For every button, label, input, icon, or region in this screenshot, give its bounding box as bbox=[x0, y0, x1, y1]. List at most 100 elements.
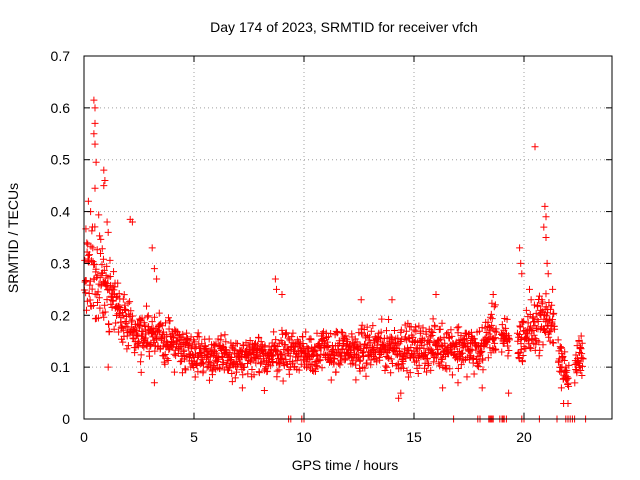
data-point bbox=[103, 296, 111, 304]
data-point bbox=[550, 309, 558, 317]
data-point bbox=[115, 310, 123, 318]
data-point bbox=[337, 328, 345, 336]
data-point bbox=[454, 364, 462, 372]
data-point bbox=[424, 361, 432, 369]
data-point bbox=[91, 119, 99, 127]
data-point bbox=[478, 348, 486, 356]
data-point bbox=[226, 349, 234, 357]
data-point bbox=[151, 313, 159, 321]
data-point bbox=[151, 347, 159, 355]
data-point bbox=[176, 358, 184, 366]
data-point bbox=[534, 317, 542, 325]
data-point bbox=[255, 369, 263, 377]
data-point bbox=[91, 223, 99, 231]
data-point bbox=[282, 355, 290, 363]
data-point bbox=[541, 329, 549, 337]
data-point bbox=[402, 327, 410, 335]
data-point bbox=[378, 315, 386, 323]
data-point bbox=[172, 327, 180, 335]
data-point bbox=[427, 366, 435, 374]
data-point bbox=[191, 338, 199, 346]
data-point bbox=[505, 336, 513, 344]
data-point bbox=[84, 197, 92, 205]
y-tick-label: 0.6 bbox=[51, 100, 71, 116]
data-point bbox=[439, 384, 447, 392]
data-point bbox=[275, 366, 283, 374]
data-point bbox=[498, 348, 506, 356]
x-tick-labels: 0 5 10 15 20 bbox=[80, 429, 532, 445]
data-point bbox=[432, 354, 440, 362]
data-point bbox=[420, 336, 428, 344]
data-point bbox=[546, 305, 554, 313]
data-point bbox=[309, 351, 317, 359]
y-tick-label: 0.3 bbox=[51, 255, 71, 271]
data-point bbox=[517, 340, 525, 348]
data-point bbox=[535, 352, 543, 360]
data-point bbox=[165, 325, 173, 333]
data-point bbox=[356, 367, 364, 375]
data-point bbox=[529, 327, 537, 335]
data-point bbox=[442, 362, 450, 370]
x-axis-title: GPS time / hours bbox=[292, 457, 399, 473]
data-point bbox=[484, 318, 492, 326]
data-point bbox=[97, 235, 105, 243]
data-point bbox=[183, 329, 191, 337]
data-point bbox=[414, 369, 422, 377]
data-point bbox=[103, 218, 111, 226]
data-point bbox=[91, 104, 99, 112]
data-point bbox=[557, 344, 565, 352]
data-point bbox=[200, 360, 208, 368]
data-points bbox=[80, 96, 590, 423]
data-point bbox=[558, 350, 566, 358]
data-point bbox=[293, 357, 301, 365]
data-point bbox=[422, 351, 430, 359]
data-point bbox=[516, 323, 524, 331]
data-point bbox=[381, 367, 389, 375]
data-point bbox=[557, 384, 565, 392]
axis-ticks bbox=[83, 55, 612, 420]
data-point bbox=[543, 259, 551, 267]
data-point bbox=[516, 322, 524, 330]
data-point bbox=[565, 361, 573, 369]
data-point bbox=[147, 340, 155, 348]
data-point bbox=[475, 358, 483, 366]
data-point bbox=[206, 358, 214, 366]
data-point bbox=[164, 314, 172, 322]
data-point bbox=[87, 242, 95, 250]
data-point bbox=[524, 319, 532, 327]
data-point bbox=[96, 232, 104, 240]
data-point bbox=[475, 327, 483, 335]
data-point bbox=[500, 339, 508, 347]
data-point bbox=[103, 280, 111, 288]
data-point bbox=[222, 338, 230, 346]
data-point bbox=[222, 346, 230, 354]
data-point bbox=[257, 338, 265, 346]
data-point bbox=[431, 323, 439, 331]
data-point bbox=[565, 382, 573, 390]
plot-frame bbox=[83, 55, 613, 420]
data-point bbox=[323, 338, 331, 346]
data-point bbox=[557, 344, 565, 352]
data-point bbox=[365, 336, 373, 344]
data-point bbox=[278, 350, 286, 358]
data-point bbox=[337, 358, 345, 366]
data-point bbox=[564, 374, 572, 382]
data-point bbox=[96, 274, 104, 282]
data-point bbox=[217, 332, 225, 340]
data-point bbox=[137, 351, 145, 359]
data-point bbox=[94, 288, 102, 296]
data-point bbox=[129, 312, 137, 320]
data-point bbox=[205, 376, 213, 384]
data-point bbox=[455, 323, 463, 331]
data-point bbox=[437, 335, 445, 343]
data-point bbox=[353, 338, 361, 346]
data-point bbox=[269, 352, 277, 360]
data-point bbox=[148, 244, 156, 252]
data-point bbox=[279, 377, 287, 385]
data-point bbox=[515, 355, 523, 363]
data-point bbox=[373, 358, 381, 366]
data-point bbox=[85, 251, 93, 259]
data-point bbox=[205, 335, 213, 343]
data-point bbox=[233, 340, 241, 348]
